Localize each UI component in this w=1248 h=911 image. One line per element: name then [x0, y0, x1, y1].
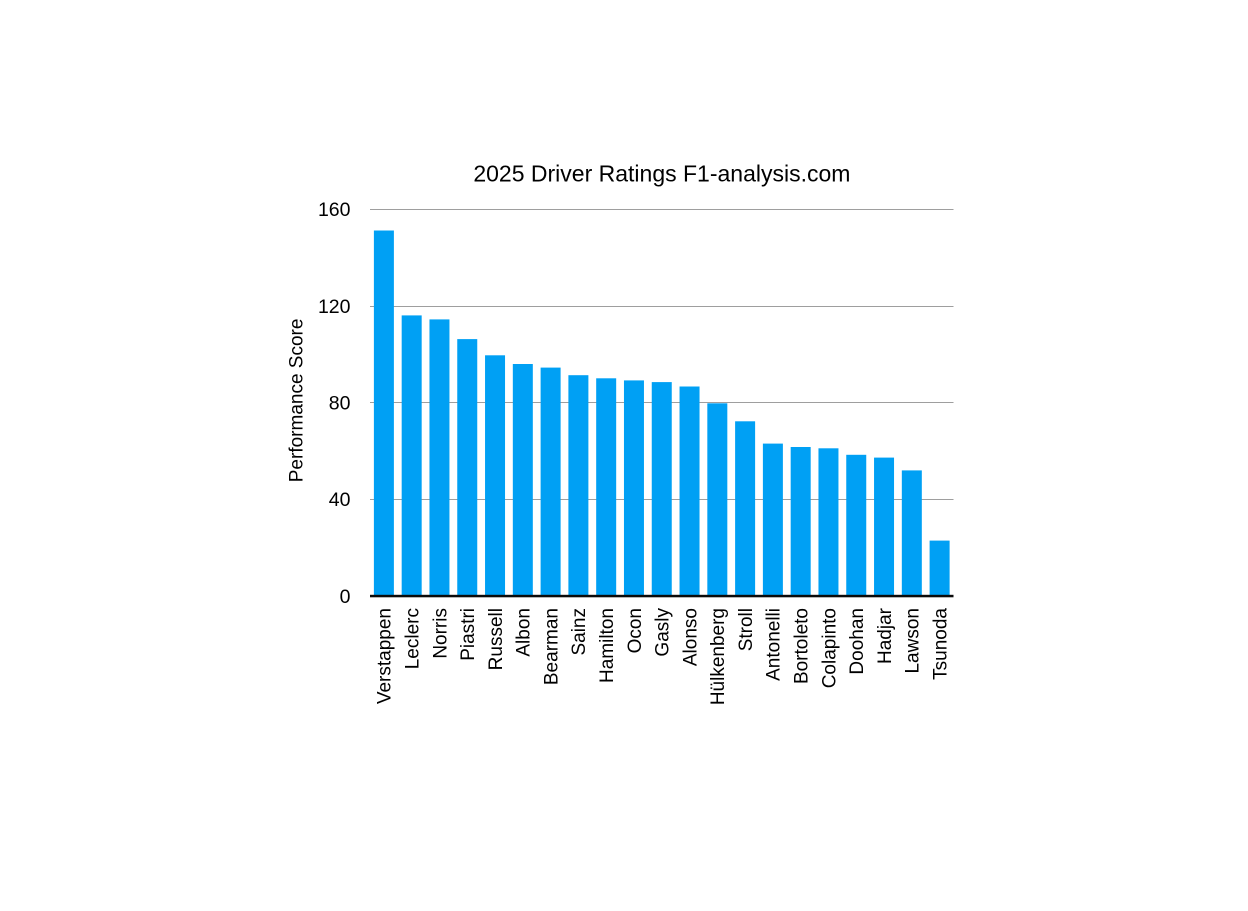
- svg-text:Gasly: Gasly: [653, 608, 674, 657]
- svg-text:160: 160: [318, 199, 351, 221]
- svg-text:Hülkenberg: Hülkenberg: [708, 608, 729, 705]
- svg-text:Tsunoda: Tsunoda: [930, 608, 951, 680]
- svg-text:Ocon: Ocon: [625, 608, 646, 653]
- svg-text:Albon: Albon: [514, 608, 535, 657]
- svg-text:Sainz: Sainz: [569, 608, 590, 656]
- svg-text:Verstappen: Verstappen: [375, 608, 396, 704]
- svg-text:Doohan: Doohan: [847, 608, 868, 675]
- svg-text:Lawson: Lawson: [903, 608, 924, 674]
- svg-text:Norris: Norris: [430, 608, 451, 659]
- svg-text:Alonso: Alonso: [680, 608, 701, 666]
- svg-text:Bortoleto: Bortoleto: [791, 608, 812, 684]
- svg-text:Hamilton: Hamilton: [597, 608, 618, 683]
- svg-text:Bearman: Bearman: [541, 608, 562, 685]
- svg-text:Russell: Russell: [486, 608, 507, 670]
- svg-text:0: 0: [340, 586, 351, 608]
- svg-text:2025 Driver Ratings F1-analysi: 2025 Driver Ratings F1-analysis.com: [473, 160, 850, 186]
- svg-text:Piastri: Piastri: [458, 608, 479, 661]
- svg-text:Hadjar: Hadjar: [875, 607, 896, 664]
- svg-text:Performance Score: Performance Score: [287, 319, 308, 483]
- svg-text:Leclerc: Leclerc: [402, 608, 423, 669]
- svg-text:120: 120: [318, 296, 351, 318]
- svg-text:Colapinto: Colapinto: [819, 608, 840, 688]
- svg-text:40: 40: [329, 489, 351, 511]
- svg-text:Antonelli: Antonelli: [764, 608, 785, 681]
- svg-text:Stroll: Stroll: [736, 608, 757, 651]
- svg-text:80: 80: [329, 393, 351, 415]
